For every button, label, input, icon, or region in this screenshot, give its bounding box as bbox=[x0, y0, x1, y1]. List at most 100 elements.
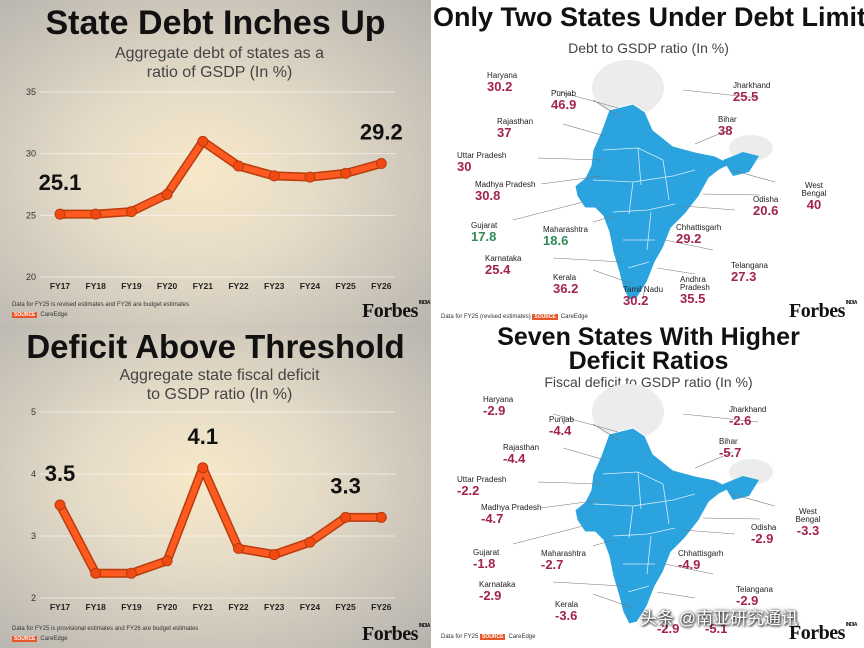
forbes-logo: ForbesINDIA bbox=[789, 622, 858, 644]
x-tick-label: FY18 bbox=[86, 281, 107, 291]
data-point bbox=[161, 555, 173, 567]
state-label: Haryana -2.9 bbox=[483, 395, 514, 418]
data-point bbox=[54, 499, 66, 511]
state-label: Karnataka -2.9 bbox=[479, 580, 516, 603]
data-point bbox=[125, 206, 137, 218]
state-label: Punjab -4.4 bbox=[549, 415, 574, 438]
x-tick-label: FY25 bbox=[335, 602, 356, 612]
state-label: Chhattisgarh 29.2 bbox=[676, 223, 722, 246]
data-point bbox=[340, 167, 352, 179]
state-label: Uttar Pradesh 30 bbox=[457, 151, 507, 174]
series-line bbox=[57, 464, 385, 577]
deficit-chart-source: SOURCE CareEdge bbox=[12, 636, 67, 642]
state-label: Maharashtra 18.6 bbox=[543, 225, 588, 248]
x-tick-label: FY24 bbox=[300, 281, 321, 291]
india-outline bbox=[574, 427, 733, 625]
deficit-map-panel: Seven States With Higher Deficit Ratios … bbox=[433, 324, 864, 648]
watermark-text: 头条 @南亚研究通讯 bbox=[640, 609, 798, 628]
state-label: Kerala 36.2 bbox=[553, 273, 579, 296]
y-tick-label: 20 bbox=[26, 272, 36, 282]
state-label: Chhattisgarh -4.9 bbox=[678, 549, 724, 572]
x-tick-label: FY19 bbox=[121, 602, 142, 612]
data-point bbox=[268, 170, 280, 182]
map-leader-lines bbox=[512, 89, 776, 299]
state-label: Odisha -2.9 bbox=[751, 523, 777, 546]
data-point bbox=[268, 549, 280, 561]
debt-line-chart: 20 25 30 35 FY17 FY18 FY19 FY20 FY21 FY22 FY23 FY24… bbox=[26, 87, 403, 291]
debt-map-subtitle: Debt to GSDP ratio (In %) bbox=[568, 40, 729, 56]
source-tag: SOURCE bbox=[12, 312, 38, 318]
x-tick-label: FY22 bbox=[228, 602, 249, 612]
state-label: West Bengal -3.3 bbox=[795, 507, 821, 538]
state-label: Uttar Pradesh -2.2 bbox=[457, 475, 507, 498]
map-blank-north bbox=[592, 384, 664, 440]
forbes-logo: ForbesINDIA bbox=[362, 623, 431, 645]
data-point bbox=[197, 135, 209, 147]
india-outline bbox=[574, 103, 733, 301]
data-point bbox=[233, 542, 244, 554]
state-label: Madhya Pradesh 30.8 bbox=[475, 180, 536, 203]
state-label: -5.1 bbox=[705, 621, 728, 636]
forbes-logo: ForbesINDIA bbox=[362, 300, 431, 322]
deficit-chart-subtitle-line1: Aggregate state fiscal deficit bbox=[119, 367, 320, 384]
map-leader-lines bbox=[512, 413, 776, 623]
x-tick-label: FY23 bbox=[264, 281, 285, 291]
state-label: Andhra Pradesh 35.5 bbox=[680, 275, 710, 306]
series-line bbox=[57, 138, 385, 218]
state-label: Odisha 20.6 bbox=[753, 195, 779, 218]
map-state-borders bbox=[592, 147, 696, 269]
x-tick-label: FY21 bbox=[193, 281, 214, 291]
data-point bbox=[375, 511, 387, 523]
deficit-chart-panel: Deficit Above Threshold Aggregate state … bbox=[0, 324, 431, 648]
y-tick-label: 25 bbox=[26, 210, 36, 220]
debt-chart-subtitle-line1: Aggregate debt of states as a bbox=[114, 45, 325, 62]
data-point bbox=[90, 567, 102, 579]
debt-chart-panel: State Debt Inches Up Aggregate debt of s… bbox=[0, 0, 431, 324]
source-tag: SOURCE bbox=[12, 636, 38, 642]
state-label: Gujarat -1.8 bbox=[473, 548, 500, 571]
x-tick-label: FY24 bbox=[300, 602, 321, 612]
map-blank-north bbox=[592, 60, 664, 116]
state-label: Punjab 46.9 bbox=[551, 89, 577, 112]
y-tick-label: 3 bbox=[31, 531, 36, 541]
data-label: 4.1 bbox=[188, 424, 219, 449]
state-label: Telangana -2.9 bbox=[736, 585, 773, 608]
deficit-line-chart: 2 3 4 5 FY17 FY18 FY19 FY20 FY21 FY22 FY23 FY24 FY25… bbox=[31, 407, 395, 612]
x-tick-label: FY17 bbox=[50, 602, 71, 612]
state-label: -2.9 bbox=[657, 621, 680, 636]
state-label: West Bengal 40 bbox=[801, 181, 827, 212]
y-tick-label: 35 bbox=[26, 87, 36, 97]
debt-chart-source: SOURCE CareEdge bbox=[12, 312, 67, 318]
state-label: Rajasthan -4.4 bbox=[503, 443, 540, 466]
source-name: CareEdge bbox=[40, 312, 68, 318]
y-tick-label: 5 bbox=[31, 407, 36, 417]
debt-map-note: Data for FY25 (revised estimates) SOURCE… bbox=[441, 314, 588, 320]
debt-map-title: Only Two States Under Debt Limit bbox=[433, 2, 864, 32]
data-label: 3.3 bbox=[330, 473, 361, 498]
data-label: 29.2 bbox=[360, 120, 403, 145]
state-label: Gujarat 17.8 bbox=[471, 221, 498, 244]
data-point bbox=[304, 171, 316, 183]
x-tick-label: FY18 bbox=[86, 602, 107, 612]
state-label: Haryana 30.2 bbox=[487, 71, 518, 94]
debt-chart-subtitle-line2: ratio of GSDP (In %) bbox=[146, 64, 293, 81]
deficit-map-title-line1: Seven States With Higher bbox=[497, 324, 800, 351]
deficit-chart-subtitle-line2: to GSDP ratio (In %) bbox=[146, 386, 293, 403]
india-map bbox=[512, 384, 776, 625]
x-tick-label: FY20 bbox=[157, 602, 178, 612]
deficit-map-subtitle: Fiscal deficit to GSDP ratio (In %) bbox=[544, 374, 753, 390]
india-map bbox=[512, 60, 776, 301]
state-label: Jharkhand -2.6 bbox=[729, 405, 767, 428]
state-label: Kerala -3.6 bbox=[555, 600, 579, 623]
state-label: Maharashtra -2.7 bbox=[541, 549, 586, 572]
x-tick-label: FY25 bbox=[335, 281, 356, 291]
deficit-chart-title: Deficit Above Threshold bbox=[26, 328, 405, 365]
state-label: Rajasthan 37 bbox=[497, 117, 534, 140]
deficit-map-note: Data for FY25 SOURCE CareEdge bbox=[441, 634, 536, 640]
deficit-chart-note: Data for FY25 is provisional estimates a… bbox=[12, 626, 199, 632]
y-tick-label: 2 bbox=[31, 593, 36, 603]
x-tick-label: FY20 bbox=[157, 281, 178, 291]
data-point bbox=[161, 188, 173, 200]
x-tick-label: FY21 bbox=[193, 602, 214, 612]
data-point bbox=[90, 208, 102, 220]
